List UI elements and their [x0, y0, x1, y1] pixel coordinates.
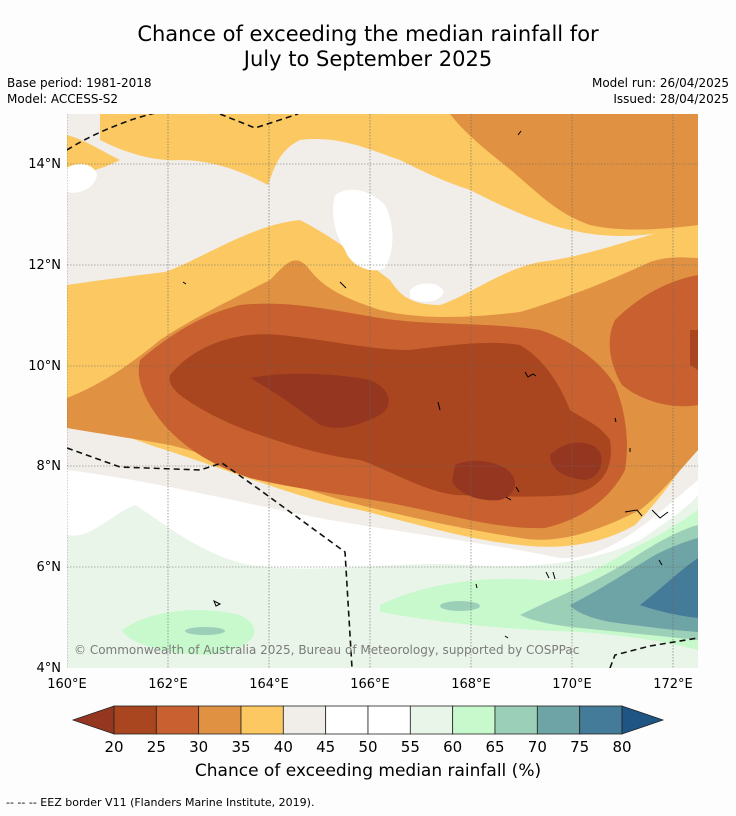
band-75-80	[640, 558, 698, 618]
eez-border	[67, 114, 698, 668]
colorbar-swatch	[367, 705, 411, 735]
colorbar-swatch	[494, 705, 538, 735]
colorbar-swatch	[240, 705, 284, 735]
map-title: Chance of exceeding the median rainfall …	[0, 22, 736, 72]
lat-tick: 14°N	[28, 157, 61, 172]
band-40-45-hole	[268, 165, 531, 274]
meta-left: Base period: 1981-2018 Model: ACCESS-S2	[7, 75, 152, 107]
colorbar-swatch	[155, 705, 200, 735]
colorbar: 20 25 30 35 40 45 50 55 60 65 70 75 80	[71, 705, 665, 756]
band-below-20c	[550, 442, 602, 480]
meta-right: Model run: 26/04/2025 Issued: 28/04/2025	[592, 75, 729, 107]
band-below-20	[250, 373, 389, 428]
lon-tick: 168°E	[451, 677, 491, 692]
colorbar-label: 75	[570, 738, 589, 756]
colorbar-label: 55	[401, 738, 420, 756]
band-20-25-right	[690, 330, 698, 370]
colorbar-label: 70	[528, 738, 547, 756]
colorbar-swatch	[113, 705, 157, 735]
colorbar-over-arrow	[621, 705, 665, 735]
colorbar-swatch	[409, 705, 454, 735]
colorbar-swatch	[579, 705, 623, 735]
band-45-50-hole2	[410, 283, 444, 302]
colorbar-label: 60	[443, 738, 462, 756]
colorbar-label: 20	[104, 738, 123, 756]
lon-tick: 172°E	[653, 677, 693, 692]
lat-tick: 10°N	[28, 359, 61, 374]
colorbar-label: 45	[316, 738, 335, 756]
colorbar-label: 50	[358, 738, 377, 756]
title-line-1: Chance of exceeding the median rainfall …	[137, 22, 599, 46]
base-period: Base period: 1981-2018	[7, 76, 152, 90]
lon-ticks: 160°E 162°E 164°E 166°E 168°E 170°E 172°…	[47, 677, 693, 692]
band-45-50-hole3	[67, 164, 97, 193]
lon-tick: 164°E	[249, 677, 289, 692]
colorbar-swatch	[536, 705, 581, 735]
model-name: Model: ACCESS-S2	[7, 92, 119, 106]
lat-tick: 4°N	[37, 661, 62, 676]
band-65-70-spot	[440, 601, 480, 611]
band-25-30-right	[609, 275, 698, 407]
band-30-35-top	[450, 114, 698, 230]
band-65-70-spot2	[185, 627, 225, 635]
model-run: Model run: 26/04/2025	[591, 76, 729, 90]
band-45-50-hole	[333, 189, 393, 271]
lat-tick: 8°N	[37, 459, 62, 474]
grid	[67, 114, 698, 668]
colorbar-label: 80	[612, 738, 631, 756]
lon-tick: 160°E	[47, 677, 87, 692]
colorbar-label: 30	[189, 738, 208, 756]
title-line-2: July to September 2025	[243, 47, 493, 71]
colorbar-label: 25	[147, 738, 166, 756]
colorbar-swatch	[198, 705, 242, 735]
issued-date: Issued: 28/04/2025	[613, 92, 729, 106]
map-field: © Commonwealth of Australia 2025, Bureau…	[67, 114, 698, 668]
lat-tick: 12°N	[28, 258, 61, 273]
islands	[182, 130, 669, 639]
colorbar-label: 40	[274, 738, 293, 756]
lat-tick: 6°N	[37, 560, 62, 575]
lat-ticks: 14°N 12°N 10°N 8°N 6°N 4°N	[28, 157, 61, 676]
lon-tick: 162°E	[148, 677, 188, 692]
colorbar-swatch	[325, 705, 369, 735]
lon-tick: 166°E	[350, 677, 390, 692]
colorbar-label: 35	[231, 738, 250, 756]
colorbar-swatch	[282, 705, 327, 735]
lon-tick: 170°E	[552, 677, 592, 692]
colorbar-title: Chance of exceeding median rainfall (%)	[194, 761, 542, 781]
colorbar-label: 65	[485, 738, 504, 756]
colorbar-swatch	[452, 705, 496, 735]
copyright-text: © Commonwealth of Australia 2025, Bureau…	[74, 643, 579, 657]
colorbar-under-arrow	[71, 705, 115, 735]
band-below-20b	[452, 460, 516, 501]
eez-footnote: -- -- -- EEZ border V11 (Flanders Marine…	[6, 796, 315, 809]
